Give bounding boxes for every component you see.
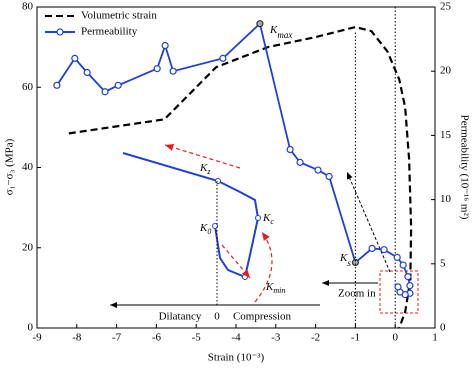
data-point — [406, 282, 414, 290]
annotation: K0 — [199, 222, 211, 236]
data-point — [394, 283, 402, 291]
annotation-sub: c — [270, 217, 274, 226]
inset-label: 0 — [214, 311, 220, 323]
x-tick-label: -1 — [351, 332, 360, 344]
inset-schematic: Dilatancy 0 Compression Kz K0 Kc Kmin — [110, 144, 320, 323]
x-tick-label: -5 — [192, 332, 202, 344]
inset-point — [215, 178, 221, 184]
series-line — [56, 21, 411, 296]
y2-axis-label: Permeability (10⁻¹⁶ m²) — [458, 115, 470, 220]
arrow — [221, 244, 251, 279]
annotation: Kc — [262, 212, 274, 226]
data-point — [114, 81, 122, 89]
series-line — [68, 25, 413, 329]
x-tick-label: -6 — [152, 332, 162, 344]
data-point — [368, 244, 376, 252]
data-point — [161, 41, 169, 50]
annotation-sub: max — [277, 30, 292, 40]
inset-point — [242, 274, 248, 280]
y2-tick-label: 15 — [440, 129, 452, 141]
x-tick-label: -9 — [32, 332, 42, 344]
inset-label: Dilatancy — [159, 311, 202, 323]
annotation-sub: min — [273, 286, 285, 295]
data-point — [286, 145, 294, 154]
data-point — [71, 54, 79, 62]
inset-point — [212, 223, 218, 229]
y2-tick-label: 5 — [440, 257, 446, 269]
x-tick-label: 0 — [392, 332, 398, 344]
y2-tick-label: 0 — [440, 322, 446, 334]
data-point — [393, 253, 401, 261]
y-tick-label: 80 — [22, 1, 34, 13]
y-tick-label: 20 — [22, 241, 34, 253]
annotation-text: K — [199, 162, 208, 174]
inset-label: Compression — [233, 311, 292, 323]
legend-label: Permeability — [81, 26, 138, 38]
y-tick-label: 60 — [22, 81, 34, 93]
arrow — [346, 171, 391, 273]
data-point — [351, 258, 359, 267]
x-tick-label: -8 — [72, 332, 82, 344]
data-point — [380, 246, 388, 254]
data-point — [256, 20, 264, 28]
x-tick-label: -7 — [112, 332, 122, 344]
data-point — [153, 65, 161, 73]
annotation-text: K — [339, 252, 348, 264]
legend-marker — [56, 28, 64, 36]
x-tick-label: -3 — [271, 332, 281, 344]
x-tick-label: -4 — [231, 332, 241, 344]
y2-tick-label: 25 — [440, 1, 452, 13]
plot-frame — [36, 6, 436, 329]
inset-point — [255, 215, 261, 221]
x-tick-label: -2 — [311, 332, 320, 344]
annotation: Kmax — [269, 24, 292, 41]
data-point — [325, 172, 333, 181]
data-point — [83, 68, 91, 77]
data-point — [53, 81, 61, 89]
y2-tick-label: 20 — [440, 65, 452, 77]
data-point — [169, 67, 177, 75]
legend-label: Volumetric strain — [81, 10, 157, 22]
zoom-label: Zoom in — [338, 288, 376, 300]
arrow — [164, 144, 241, 169]
annotation-sub: s — [347, 258, 351, 268]
data-point — [314, 166, 322, 174]
inset-line — [122, 152, 260, 279]
annotation-text: K — [199, 222, 208, 234]
data-point — [399, 261, 407, 269]
annotation: Kz — [199, 162, 211, 176]
y2-tick-label: 10 — [440, 193, 452, 205]
annotation-sub: 0 — [207, 227, 211, 236]
data-point — [404, 273, 412, 281]
x-axis-label: Strain (10⁻³) — [208, 352, 265, 364]
annotation-text: K — [269, 24, 278, 36]
x-tick-label: 1 — [432, 332, 438, 344]
y-tick-label: 40 — [22, 161, 34, 173]
annotation-text: K — [265, 281, 274, 293]
annotation-sub: z — [206, 167, 211, 176]
y-tick-label: 0 — [28, 322, 34, 334]
annotation: Kmin — [265, 281, 285, 295]
data-point — [219, 54, 227, 62]
y-axis-label: σ₁−σ₃ (MPa) — [4, 138, 16, 195]
arrow — [254, 231, 273, 303]
annotation-text: K — [262, 212, 271, 224]
annotation: Ks — [339, 252, 351, 269]
data-point — [296, 158, 304, 166]
data-point — [101, 88, 109, 96]
